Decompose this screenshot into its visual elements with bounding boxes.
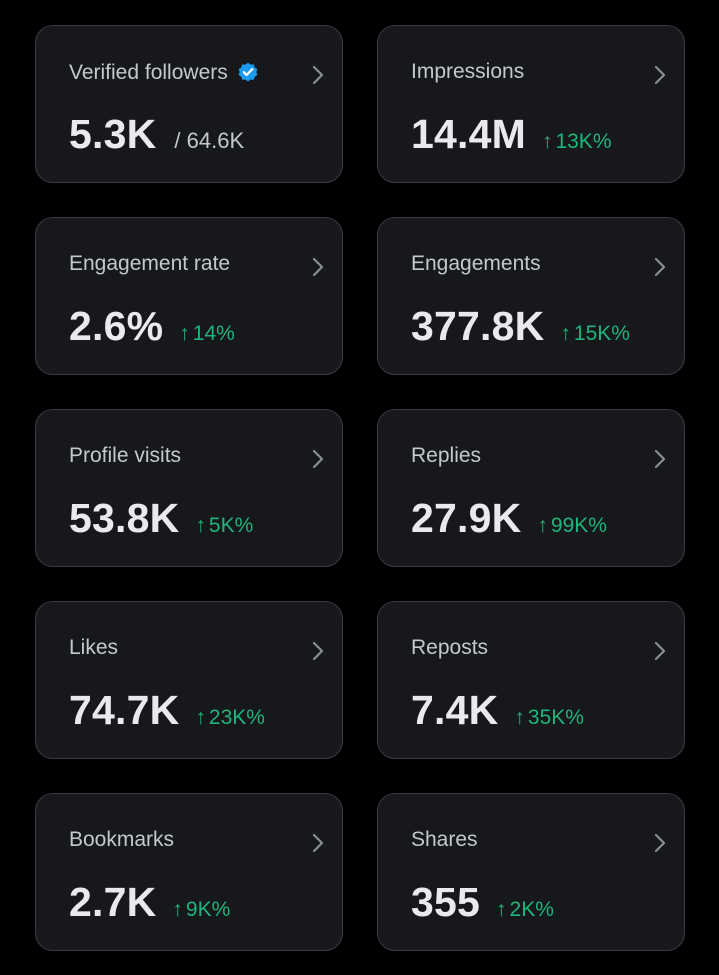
metric-value: 355 xyxy=(411,879,481,925)
metric-card-replies[interactable]: Replies 27.9K ↑ 99K% xyxy=(377,409,685,567)
chevron-right-icon[interactable] xyxy=(311,448,325,470)
metric-card-profile-visits[interactable]: Profile visits 53.8K ↑ 5K% xyxy=(35,409,343,567)
metric-delta: ↑ 35K% xyxy=(514,706,584,730)
arrow-up-icon: ↑ xyxy=(537,514,548,537)
metric-delta: ↑ 23K% xyxy=(195,706,265,730)
metric-title-text: Verified followers xyxy=(69,60,228,84)
metric-delta: ↑ 2K% xyxy=(496,898,554,922)
metric-title: Reposts xyxy=(411,636,489,659)
metric-value: 74.7K xyxy=(69,687,180,733)
metric-value-row: 2.6% ↑ 14% xyxy=(69,306,235,347)
chevron-right-icon[interactable] xyxy=(653,832,667,854)
metric-card-engagement-rate[interactable]: Engagement rate 2.6% ↑ 14% xyxy=(35,217,343,375)
metric-value: 7.4K xyxy=(411,687,499,733)
metric-card-impressions[interactable]: Impressions 14.4M ↑ 13K% xyxy=(377,25,685,183)
metric-title: Replies xyxy=(411,444,482,467)
metric-card-shares[interactable]: Shares 355 ↑ 2K% xyxy=(377,793,685,951)
metric-title: Profile visits xyxy=(69,444,182,467)
metric-card-reposts[interactable]: Reposts 7.4K ↑ 35K% xyxy=(377,601,685,759)
metric-value-row: 27.9K ↑ 99K% xyxy=(411,498,607,539)
chevron-right-icon[interactable] xyxy=(653,64,667,86)
metric-card-likes[interactable]: Likes 74.7K ↑ 23K% xyxy=(35,601,343,759)
metric-value: 377.8K xyxy=(411,303,545,349)
chevron-right-icon[interactable] xyxy=(311,832,325,854)
chevron-right-icon[interactable] xyxy=(653,448,667,470)
arrow-up-icon: ↑ xyxy=(560,322,571,345)
metric-card-verified-followers[interactable]: Verified followers 5.3K / 64.6K xyxy=(35,25,343,183)
metric-value-row: 7.4K ↑ 35K% xyxy=(411,690,584,731)
metric-title: Impressions xyxy=(411,60,525,83)
metric-card-bookmarks[interactable]: Bookmarks 2.7K ↑ 9K% xyxy=(35,793,343,951)
metric-value: 14.4M xyxy=(411,111,526,157)
metric-delta: ↑ 99K% xyxy=(537,514,607,538)
metric-title: Shares xyxy=(411,828,478,851)
arrow-up-icon: ↑ xyxy=(195,706,206,729)
metric-title: Engagement rate xyxy=(69,252,231,275)
metric-delta: ↑ 13K% xyxy=(542,130,612,154)
metric-delta-value: 14% xyxy=(192,322,235,345)
arrow-up-icon: ↑ xyxy=(195,514,206,537)
arrow-up-icon: ↑ xyxy=(496,898,507,921)
metric-value: 53.8K xyxy=(69,495,180,541)
metric-value: 27.9K xyxy=(411,495,522,541)
metric-value-row: 5.3K / 64.6K xyxy=(69,114,244,155)
metric-value-row: 355 ↑ 2K% xyxy=(411,882,554,923)
metric-delta: ↑ 5K% xyxy=(195,514,253,538)
metric-delta-value: 15K% xyxy=(573,322,630,345)
chevron-right-icon[interactable] xyxy=(311,640,325,662)
metric-title: Bookmarks xyxy=(69,828,175,851)
metric-card-engagements[interactable]: Engagements 377.8K ↑ 15K% xyxy=(377,217,685,375)
metric-value-row: 74.7K ↑ 23K% xyxy=(69,690,265,731)
chevron-right-icon[interactable] xyxy=(653,256,667,278)
metric-total: / 64.6K xyxy=(174,128,245,153)
metric-value: 5.3K xyxy=(69,111,157,157)
metric-delta-value: 35K% xyxy=(527,706,584,729)
metric-delta-value: 99K% xyxy=(550,514,607,537)
metric-value-row: 53.8K ↑ 5K% xyxy=(69,498,253,539)
metric-value: 2.7K xyxy=(69,879,157,925)
metric-delta-value: 13K% xyxy=(555,130,612,153)
metric-value-row: 14.4M ↑ 13K% xyxy=(411,114,612,155)
metric-delta-value: 2K% xyxy=(509,898,554,921)
metric-value-row: 2.7K ↑ 9K% xyxy=(69,882,230,923)
arrow-up-icon: ↑ xyxy=(541,130,553,153)
metric-delta: ↑ 9K% xyxy=(172,898,230,922)
arrow-up-icon: ↑ xyxy=(514,706,525,729)
metric-delta: ↑ 15K% xyxy=(560,322,630,346)
chevron-right-icon[interactable] xyxy=(311,64,325,86)
chevron-right-icon[interactable] xyxy=(653,640,667,662)
metric-delta: ↑ 14% xyxy=(179,322,235,346)
metric-title: Engagements xyxy=(411,252,541,275)
metric-delta-value: 23K% xyxy=(208,706,265,729)
metric-value-row: 377.8K ↑ 15K% xyxy=(411,306,630,347)
metric-value: 2.6% xyxy=(69,303,164,349)
metric-title: Likes xyxy=(69,636,119,659)
arrow-up-icon: ↑ xyxy=(179,322,190,345)
metric-title: Verified followers xyxy=(69,61,259,83)
chevron-right-icon[interactable] xyxy=(311,256,325,278)
arrow-up-icon: ↑ xyxy=(172,898,183,921)
verified-badge-icon xyxy=(238,62,258,82)
metric-delta-value: 5K% xyxy=(208,514,254,537)
metric-delta-value: 9K% xyxy=(185,898,231,921)
